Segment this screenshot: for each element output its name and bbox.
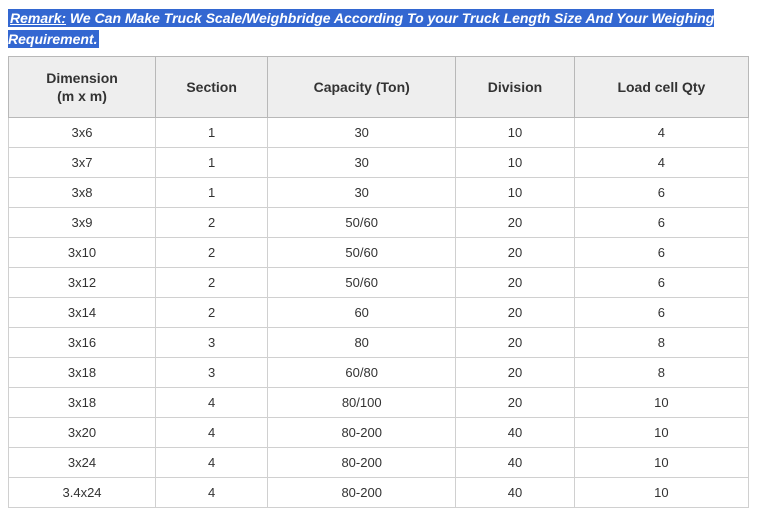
table-cell: 6	[574, 298, 748, 328]
col-division-label: Division	[488, 79, 542, 95]
table-cell: 20	[456, 268, 575, 298]
table-cell: 6	[574, 178, 748, 208]
table-cell: 50/60	[268, 208, 456, 238]
table-cell: 10	[574, 418, 748, 448]
table-cell: 2	[156, 208, 268, 238]
table-cell: 4	[156, 448, 268, 478]
col-section: Section	[156, 57, 268, 118]
table-cell: 50/60	[268, 268, 456, 298]
table-cell: 80/100	[268, 388, 456, 418]
table-cell: 30	[268, 178, 456, 208]
table-row: 3x6130104	[9, 118, 749, 148]
table-cell: 30	[268, 148, 456, 178]
table-row: 3x20480-2004010	[9, 418, 749, 448]
table-row: 3x24480-2004010	[9, 448, 749, 478]
table-cell: 1	[156, 118, 268, 148]
table-cell: 3x6	[9, 118, 156, 148]
table-row: 3x16380208	[9, 328, 749, 358]
table-row: 3x10250/60206	[9, 238, 749, 268]
table-row: 3x18360/80208	[9, 358, 749, 388]
table-cell: 1	[156, 148, 268, 178]
table-cell: 20	[456, 388, 575, 418]
table-cell: 10	[574, 478, 748, 508]
table-cell: 6	[574, 268, 748, 298]
table-cell: 4	[156, 388, 268, 418]
table-cell: 80-200	[268, 418, 456, 448]
col-loadcell: Load cell Qty	[574, 57, 748, 118]
table-row: 3x18480/1002010	[9, 388, 749, 418]
table-cell: 20	[456, 208, 575, 238]
table-cell: 60/80	[268, 358, 456, 388]
table-cell: 10	[574, 388, 748, 418]
table-cell: 4	[574, 118, 748, 148]
remark-container: Remark: We Can Make Truck Scale/Weighbri…	[8, 8, 749, 50]
table-header: Dimension(m x m) Section Capacity (Ton) …	[9, 57, 749, 118]
table-cell: 3x7	[9, 148, 156, 178]
table-cell: 3x18	[9, 388, 156, 418]
col-loadcell-label: Load cell Qty	[617, 79, 705, 95]
table-row: 3.4x24480-2004010	[9, 478, 749, 508]
col-dimension: Dimension(m x m)	[9, 57, 156, 118]
table-cell: 3x10	[9, 238, 156, 268]
specifications-table: Dimension(m x m) Section Capacity (Ton) …	[8, 56, 749, 508]
table-cell: 4	[156, 418, 268, 448]
table-cell: 2	[156, 238, 268, 268]
table-cell: 3x12	[9, 268, 156, 298]
table-row: 3x9250/60206	[9, 208, 749, 238]
table-cell: 10	[574, 448, 748, 478]
table-cell: 3x8	[9, 178, 156, 208]
table-cell: 40	[456, 478, 575, 508]
col-capacity: Capacity (Ton)	[268, 57, 456, 118]
col-section-label: Section	[186, 79, 237, 95]
table-cell: 3	[156, 358, 268, 388]
table-cell: 3x9	[9, 208, 156, 238]
table-cell: 20	[456, 298, 575, 328]
table-cell: 80	[268, 328, 456, 358]
table-cell: 20	[456, 238, 575, 268]
table-cell: 3.4x24	[9, 478, 156, 508]
table-cell: 2	[156, 298, 268, 328]
col-dimension-label: Dimension(m x m)	[46, 70, 118, 104]
table-cell: 2	[156, 268, 268, 298]
table-cell: 3x20	[9, 418, 156, 448]
table-cell: 3x16	[9, 328, 156, 358]
table-cell: 60	[268, 298, 456, 328]
table-cell: 8	[574, 328, 748, 358]
table-row: 3x7130104	[9, 148, 749, 178]
table-cell: 6	[574, 208, 748, 238]
table-row: 3x14260206	[9, 298, 749, 328]
table-cell: 4	[156, 478, 268, 508]
table-cell: 4	[574, 148, 748, 178]
table-cell: 40	[456, 418, 575, 448]
col-division: Division	[456, 57, 575, 118]
table-cell: 80-200	[268, 448, 456, 478]
table-cell: 3x24	[9, 448, 156, 478]
table-cell: 20	[456, 358, 575, 388]
table-cell: 40	[456, 448, 575, 478]
table-cell: 50/60	[268, 238, 456, 268]
table-cell: 10	[456, 148, 575, 178]
table-cell: 30	[268, 118, 456, 148]
remark-text-highlight: Remark: We Can Make Truck Scale/Weighbri…	[8, 9, 714, 48]
table-cell: 10	[456, 178, 575, 208]
table-row: 3x12250/60206	[9, 268, 749, 298]
table-cell: 20	[456, 328, 575, 358]
table-header-row: Dimension(m x m) Section Capacity (Ton) …	[9, 57, 749, 118]
table-cell: 1	[156, 178, 268, 208]
table-cell: 80-200	[268, 478, 456, 508]
table-cell: 3	[156, 328, 268, 358]
table-cell: 8	[574, 358, 748, 388]
table-cell: 3x14	[9, 298, 156, 328]
table-cell: 3x18	[9, 358, 156, 388]
table-body: 3x61301043x71301043x81301063x9250/602063…	[9, 118, 749, 508]
col-capacity-label: Capacity (Ton)	[314, 79, 410, 95]
table-cell: 10	[456, 118, 575, 148]
remark-body: We Can Make Truck Scale/Weighbridge Acco…	[8, 10, 714, 47]
table-row: 3x8130106	[9, 178, 749, 208]
table-cell: 6	[574, 238, 748, 268]
remark-label: Remark:	[10, 10, 66, 26]
